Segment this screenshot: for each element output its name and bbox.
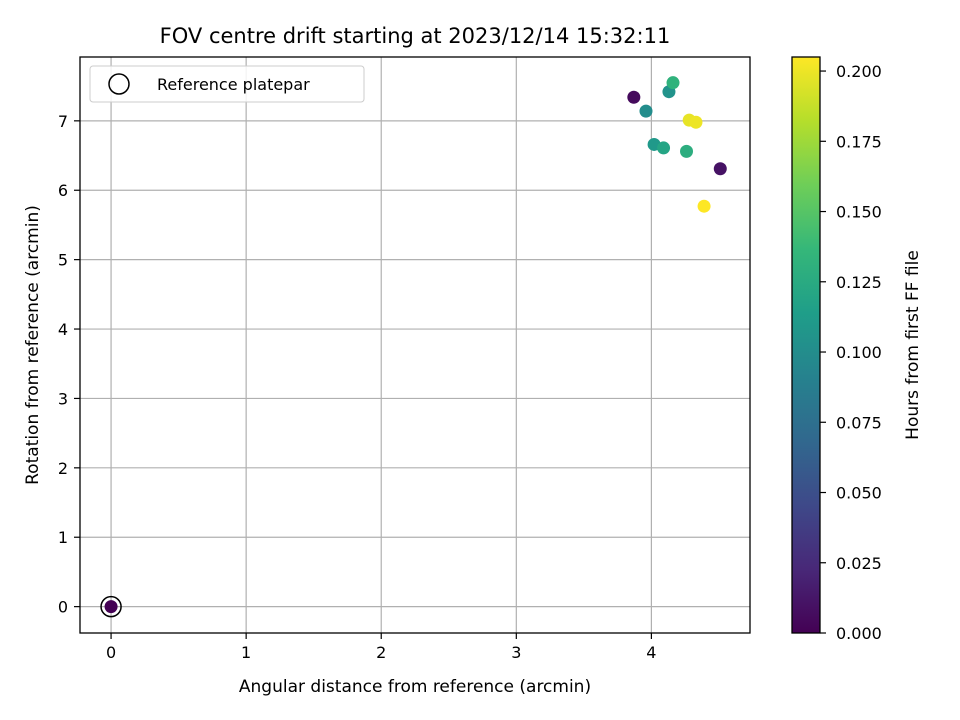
chart-title: FOV centre drift starting at 2023/12/14 …	[160, 24, 671, 48]
colorbar-tick-label: 0.200	[836, 62, 882, 81]
y-axis-ticks: 0 1 2 3 4 5 6 7	[58, 112, 80, 617]
data-point	[680, 144, 694, 158]
x-tick-label: 2	[376, 643, 386, 662]
x-axis-label: Angular distance from reference (arcmin)	[239, 677, 591, 697]
data-point	[627, 90, 641, 104]
y-tick-label: 5	[58, 251, 68, 270]
x-tick-label: 0	[106, 643, 116, 662]
data-point	[657, 141, 671, 155]
y-tick-label: 1	[58, 528, 68, 547]
x-tick-label: 4	[646, 643, 656, 662]
y-tick-label: 6	[58, 181, 68, 200]
x-tick-label: 3	[511, 643, 521, 662]
legend: Reference platepar	[89, 65, 365, 103]
colorbar-ticks: 0.000 0.025 0.050 0.075 0.100 0.125 0.150 0.175…	[820, 62, 882, 643]
data-point	[689, 115, 703, 129]
y-tick-label: 7	[58, 112, 68, 131]
x-axis-ticks: 0 1 2 3 4	[106, 633, 656, 662]
reference-marker	[100, 595, 122, 618]
colorbar-tick-label: 0.125	[836, 273, 882, 292]
y-tick-label: 0	[58, 598, 68, 617]
y-tick-label: 2	[58, 459, 68, 478]
legend-label: Reference platepar	[157, 75, 310, 94]
x-tick-label: 1	[241, 643, 251, 662]
data-points	[100, 76, 727, 618]
data-point	[104, 600, 118, 614]
colorbar-tick-label: 0.050	[836, 484, 882, 503]
y-tick-label: 4	[58, 320, 68, 339]
data-point	[713, 162, 727, 176]
plot-frame	[79, 56, 751, 634]
y-axis-label: Rotation from reference (arcmin)	[23, 205, 43, 485]
y-tick-label: 3	[58, 389, 68, 408]
colorbar-frame	[791, 56, 821, 634]
colorbar-tick-label: 0.000	[836, 624, 882, 643]
data-point	[697, 199, 711, 213]
colorbar-tick-label: 0.075	[836, 413, 882, 432]
data-point	[666, 76, 680, 90]
legend-marker-icon	[108, 73, 130, 95]
grid-lines	[80, 57, 750, 633]
colorbar-tick-label: 0.175	[836, 132, 882, 151]
colorbar-tick-label: 0.025	[836, 554, 882, 573]
colorbar-label: Hours from first FF file	[903, 250, 923, 440]
colorbar: 0.000 0.025 0.050 0.075 0.100 0.125 0.150 0.175…	[791, 56, 923, 643]
colorbar-tick-label: 0.150	[836, 203, 882, 222]
colorbar-scale	[792, 57, 820, 633]
legend-box	[89, 65, 365, 103]
colorbar-tick-label: 0.100	[836, 343, 882, 362]
data-point	[639, 104, 653, 118]
